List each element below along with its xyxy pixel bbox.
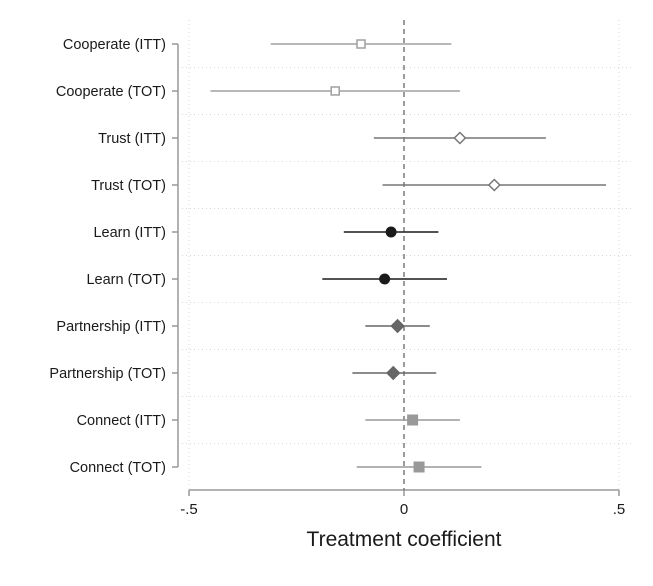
y-tick-labels: Cooperate (ITT) Cooperate (TOT) Trust (ITT… bbox=[49, 37, 178, 476]
point-marker bbox=[385, 226, 397, 238]
point-marker bbox=[330, 86, 340, 96]
y-tick-label: Connect (ITT) bbox=[77, 413, 166, 429]
series-marks bbox=[210, 39, 607, 473]
point-marker bbox=[390, 318, 405, 334]
point-marker bbox=[407, 414, 419, 426]
point-marker bbox=[386, 365, 401, 381]
axes bbox=[177, 44, 619, 491]
y-tick-label: Partnership (ITT) bbox=[56, 319, 166, 335]
point-marker bbox=[356, 39, 366, 49]
x-tick-label: 0 bbox=[400, 501, 408, 518]
y-tick-label: Trust (TOT) bbox=[91, 178, 166, 194]
y-tick-label: Trust (ITT) bbox=[98, 131, 166, 147]
point-marker bbox=[413, 461, 425, 473]
y-tick-label: Learn (TOT) bbox=[86, 272, 166, 288]
y-tick-label: Cooperate (TOT) bbox=[56, 84, 166, 100]
x-tick-label: .5 bbox=[613, 501, 626, 518]
x-tick-label: -.5 bbox=[180, 501, 198, 518]
point-marker bbox=[379, 273, 391, 285]
y-tick-label: Connect (TOT) bbox=[70, 460, 166, 476]
y-tick-label: Learn (ITT) bbox=[93, 225, 166, 241]
y-tick-label: Cooperate (ITT) bbox=[63, 37, 166, 53]
point-marker bbox=[487, 178, 501, 192]
point-marker bbox=[453, 131, 467, 145]
x-axis-title: Treatment coefficient bbox=[307, 528, 502, 551]
y-tick-label: Partnership (TOT) bbox=[49, 366, 166, 382]
x-ticks: -.5 0 .5 bbox=[180, 490, 625, 518]
